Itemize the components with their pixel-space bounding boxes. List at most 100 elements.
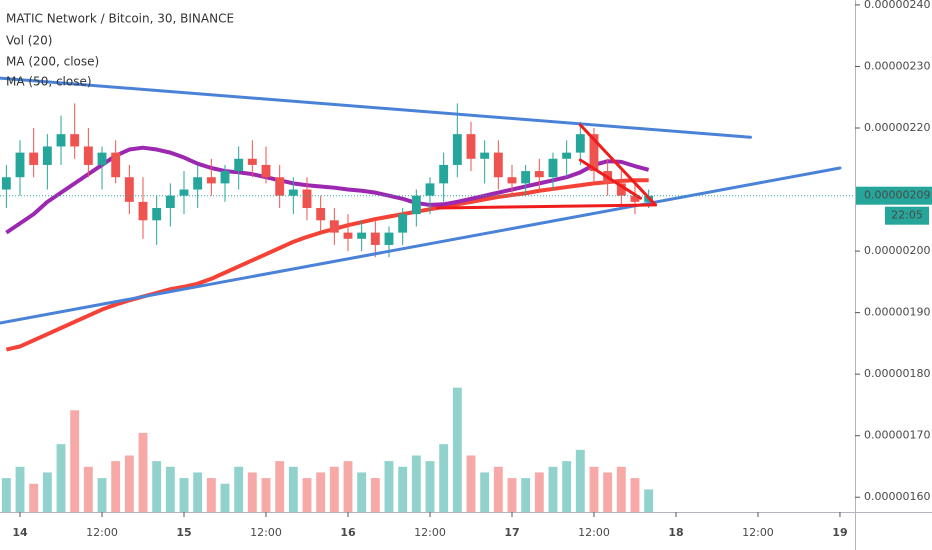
plot-area [0,76,842,512]
candle-body [152,208,162,221]
y-tick-label: 0.00000170 [864,429,930,442]
candle-body [548,158,558,178]
volume-bar [234,466,244,512]
candle-body [439,164,449,184]
volume-bar [15,466,25,512]
candle-body [234,158,244,172]
volume-bar [452,387,462,512]
last-price-label: 0.00000209 [864,189,930,202]
volume-bar [575,449,585,512]
volume-bar [70,410,80,512]
candle-body [179,189,189,196]
x-tick-label: 17 [504,526,519,539]
volume-bar [548,466,558,512]
candle-body [466,134,476,159]
candle-body [425,183,435,196]
volume-bar [644,489,654,512]
volume-bar [179,478,189,512]
indicator-label: Vol (20) [6,34,52,48]
candle-body [193,177,203,190]
indicator-label: MA (200, close) [6,55,99,69]
last-price-box [856,186,932,205]
candle-body [261,164,271,178]
candle-body [247,158,257,165]
candle-body [220,171,230,184]
candle-body [138,201,148,221]
countdown-box [885,206,929,225]
candle-body [343,232,353,239]
x-tick-label: 18 [668,526,683,539]
candle-body [411,195,421,215]
volume-bar [316,472,326,512]
x-tick-label: 12:00 [742,526,774,539]
volume-bar [111,461,121,512]
candle-body [575,134,585,153]
volume-bar [138,432,148,512]
volume-bar [370,478,380,512]
volume-bar [411,455,421,512]
volume-bar [152,461,162,512]
candle-body [534,171,544,178]
volume-bar [603,472,613,512]
y-tick-label: 0.00000180 [864,367,930,380]
candle-body [507,177,517,184]
candle-body [70,134,80,147]
trend-line [578,123,657,207]
trend-line [436,203,657,210]
y-tick-label: 0.00000200 [864,244,930,257]
candle-body [562,152,572,159]
candle-body [302,189,312,208]
volume-bar [165,466,175,512]
x-tick-label: 19 [832,526,847,539]
candle-body [83,146,93,165]
candle-body [165,195,175,208]
volume-bar [302,478,312,512]
volume-bar [466,455,476,512]
candle-body [275,177,285,196]
x-tick-label: 12:00 [250,526,282,539]
x-tick-label: 12:00 [86,526,118,539]
volume-bar [275,461,285,512]
volume-bar [521,478,531,512]
volume-bar [616,466,626,512]
trend-line [0,166,842,325]
candle-body [111,152,121,178]
y-tick-label: 0.00000190 [864,306,930,319]
chart-title: MATIC Network / Bitcoin, 30, BINANCE [6,12,234,26]
y-tick-label: 0.00000160 [864,490,930,503]
moving-average [5,178,649,352]
volume-bar [562,461,572,512]
volume-bar [329,466,339,512]
candle-body [589,134,599,172]
candle-body [15,152,25,178]
volume-bar [480,472,490,512]
candle-body [630,195,640,202]
candle-body [521,171,531,184]
volume-bar [343,461,353,512]
volume-bar [83,466,93,512]
volume-bar [124,455,134,512]
volume-bar [29,483,39,512]
candle-body [42,146,52,165]
volume-bar [439,444,449,512]
volume-bar [507,478,517,512]
y-tick-label: 0.00000240 [864,0,930,11]
volume-bar [589,466,599,512]
x-tick-label: 16 [340,526,356,539]
countdown-label: 22:05 [891,209,923,222]
candle-body [384,232,394,245]
y-tick-label: 0.00000230 [864,59,930,72]
volume-bar [247,472,257,512]
candle-body [616,183,626,196]
x-tick-label: 12:00 [414,526,446,539]
candle-body [97,152,107,165]
volume-bar [425,461,435,512]
volume-bar [1,478,11,512]
candle-body [316,208,326,221]
candle-body [357,232,367,239]
candle-body [398,214,408,233]
volume-bar [493,466,503,512]
trend-line [578,158,642,200]
volume-bar [42,472,52,512]
